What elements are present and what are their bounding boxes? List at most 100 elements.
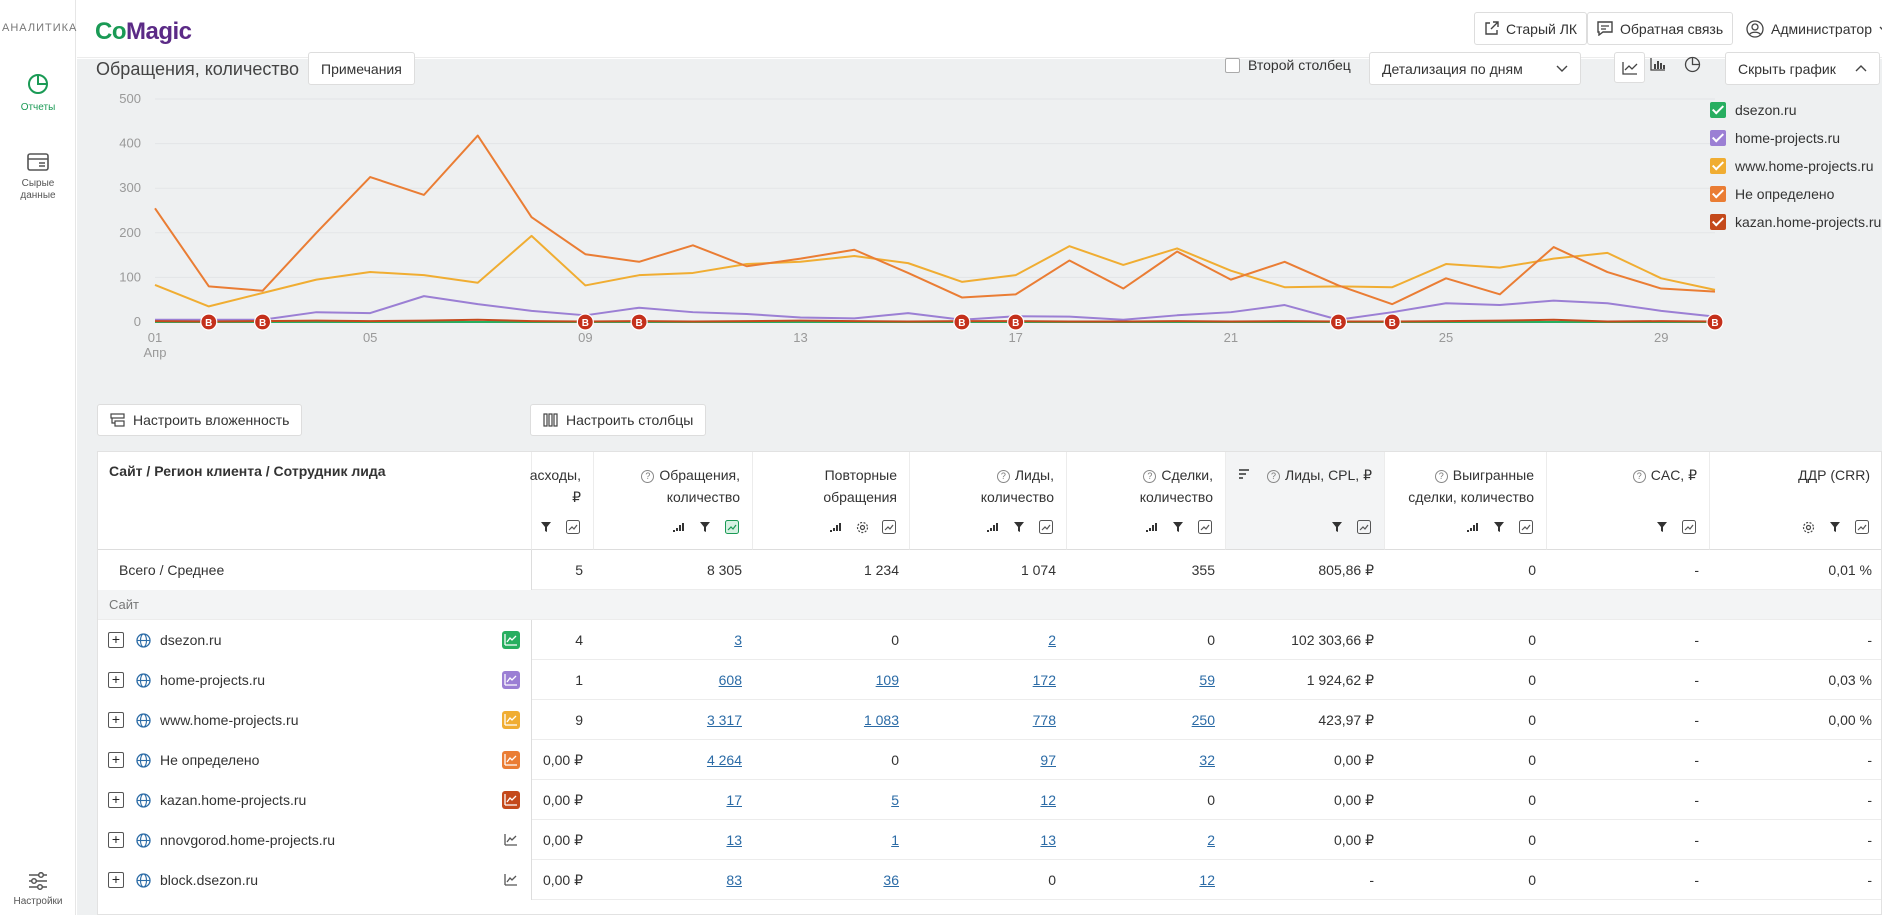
line-chart-toggle[interactable] [1614,52,1645,83]
chart-icon[interactable] [1852,517,1872,537]
table-cell[interactable]: 109 [753,660,910,700]
header-column[interactable]: ? CAC, ₽ [1547,452,1710,550]
gear-icon[interactable] [852,517,872,537]
table-cell[interactable]: 4 264 [594,740,753,780]
gear-icon[interactable] [1798,517,1818,537]
header-column[interactable]: ? Лиды, количество [910,452,1067,550]
sparkline-icon[interactable] [502,871,520,889]
filter-icon[interactable] [536,517,556,537]
table-cell[interactable]: 83 [594,860,753,900]
table-cell[interactable]: 2 [910,620,1067,660]
filter-icon[interactable] [1489,517,1509,537]
table-row[interactable]: 0,00 ₽ 4 264 0 97 32 0,00 ₽ 0 - - + Не определено [98,740,1881,780]
legend-checkbox[interactable] [1710,214,1726,230]
cell-link[interactable]: 32 [1199,752,1215,768]
cell-link[interactable]: 13 [726,832,742,848]
legend-item[interactable]: dsezon.ru [1710,102,1796,118]
cell-link[interactable]: 1 083 [863,712,899,728]
chart-icon[interactable] [1036,517,1056,537]
sort-icon[interactable] [825,517,845,537]
cell-link[interactable]: 97 [1040,752,1056,768]
filter-icon[interactable] [695,517,715,537]
event-marker[interactable]: B [630,313,648,331]
legend-item[interactable]: www.home-projects.ru [1710,158,1874,174]
table-cell[interactable]: 12 [1067,860,1226,900]
old-lk-button[interactable]: Старый ЛК [1474,12,1588,45]
table-cell[interactable]: 1 [753,820,910,860]
nav-settings[interactable]: Настройки [0,872,76,908]
notes-button[interactable]: Примечания [308,52,415,85]
cell-link[interactable]: 59 [1199,672,1215,688]
chart-icon[interactable] [1516,517,1536,537]
filter-icon[interactable] [1825,517,1845,537]
expand-icon[interactable]: + [108,872,124,888]
legend-item[interactable]: Не определено [1710,186,1834,202]
legend-checkbox[interactable] [1710,158,1726,174]
sort-icon[interactable] [982,517,1002,537]
sort-icon[interactable] [1462,517,1482,537]
second-column-checkbox[interactable] [1225,57,1240,73]
second-column-toggle[interactable]: Второй столбец [1225,57,1351,73]
sparkline-icon[interactable] [502,831,520,849]
table-cell[interactable]: 5 [753,780,910,820]
table-cell[interactable]: 3 317 [594,700,753,740]
sparkline-icon[interactable] [502,791,520,809]
chart-icon[interactable] [563,517,583,537]
table-row[interactable]: 4 607,32 ₽ 3 0 2 0 102 303,66 ₽ 0 - - + dsezon.ru [98,620,1881,728]
event-marker[interactable]: B [253,313,272,331]
header-column[interactable]: Повторные обращения [753,452,910,550]
cell-link[interactable]: 1 [891,832,899,848]
table-cell[interactable]: 608 [594,660,753,700]
cell-link[interactable]: 172 [1032,672,1056,688]
cell-link[interactable]: 13 [1040,832,1056,848]
event-marker[interactable]: B [1706,313,1724,331]
table-row[interactable]: 0,00 ₽ 83 36 0 12 - 0 - - + block.dsezon.ru [98,860,1881,900]
expand-icon[interactable]: + [108,672,124,688]
cell-link[interactable]: 12 [1199,872,1215,888]
table-cell[interactable]: 97 [910,740,1067,780]
user-menu[interactable]: Администратор [1737,12,1882,45]
legend-item[interactable]: kazan.home-projects.ru [1710,214,1881,230]
table-row[interactable]: 0,00 ₽ 13 1 13 2 0,00 ₽ 0 - - + nnovgorod.home-pro… [98,820,1881,860]
table-cell[interactable]: 13 [594,820,753,860]
event-marker[interactable]: B [576,313,594,331]
filter-icon[interactable] [1652,517,1672,537]
header-column[interactable]: ? Обращения, количество [594,452,753,550]
pie-chart-toggle[interactable] [1684,56,1701,76]
filter-icon[interactable] [1327,517,1347,537]
sort-icon[interactable] [1141,517,1161,537]
expand-icon[interactable]: + [108,752,124,768]
cell-link[interactable]: 4 264 [706,752,742,768]
table-cell[interactable]: 17 [594,780,753,820]
chart-icon[interactable] [722,517,742,537]
nesting-button[interactable]: Настроить вложенность [97,404,303,436]
cell-link[interactable]: 109 [875,672,899,688]
cell-link[interactable]: 250 [1191,712,1215,728]
legend-item[interactable]: home-projects.ru [1710,130,1840,146]
table-cell[interactable]: 2 [1067,820,1226,860]
nav-raw-data[interactable]: Сырые данные [0,152,76,202]
header-column[interactable]: ? Сделки, количество [1067,452,1226,550]
sparkline-icon[interactable] [502,751,520,769]
columns-button[interactable]: Настроить столбцы [530,404,707,436]
table-cell[interactable]: 172 [910,660,1067,700]
expand-icon[interactable]: + [108,632,124,648]
table-row[interactable]: 0,00 ₽ 17 5 12 0 0,00 ₽ 0 - - + kazan.home-project… [98,780,1881,820]
table-cell[interactable]: 778 [910,700,1067,740]
cell-link[interactable]: 608 [718,672,742,688]
sparkline-icon[interactable] [502,711,520,729]
cell-link[interactable]: 3 [734,632,742,648]
cell-link[interactable]: 2 [1207,832,1215,848]
bar-chart-toggle[interactable] [1650,57,1666,74]
header-column[interactable]: ДДР (CRR) [1710,452,1881,550]
header-column[interactable]: ? Лиды, CPL, ₽ [1226,452,1385,550]
cell-link[interactable]: 2 [1048,632,1056,648]
sparkline-icon[interactable] [502,631,520,649]
cell-link[interactable]: 17 [726,792,742,808]
header-column[interactable]: ? Выигранные сделки, количество [1385,452,1547,550]
event-marker[interactable]: B [953,313,971,331]
table-row[interactable]: 1 034,87 ₽ 608 109 172 59 1 924,62 ₽ 0 - 0,03 % +… [98,660,1881,768]
legend-checkbox[interactable] [1710,186,1726,202]
filter-icon[interactable] [1009,517,1029,537]
